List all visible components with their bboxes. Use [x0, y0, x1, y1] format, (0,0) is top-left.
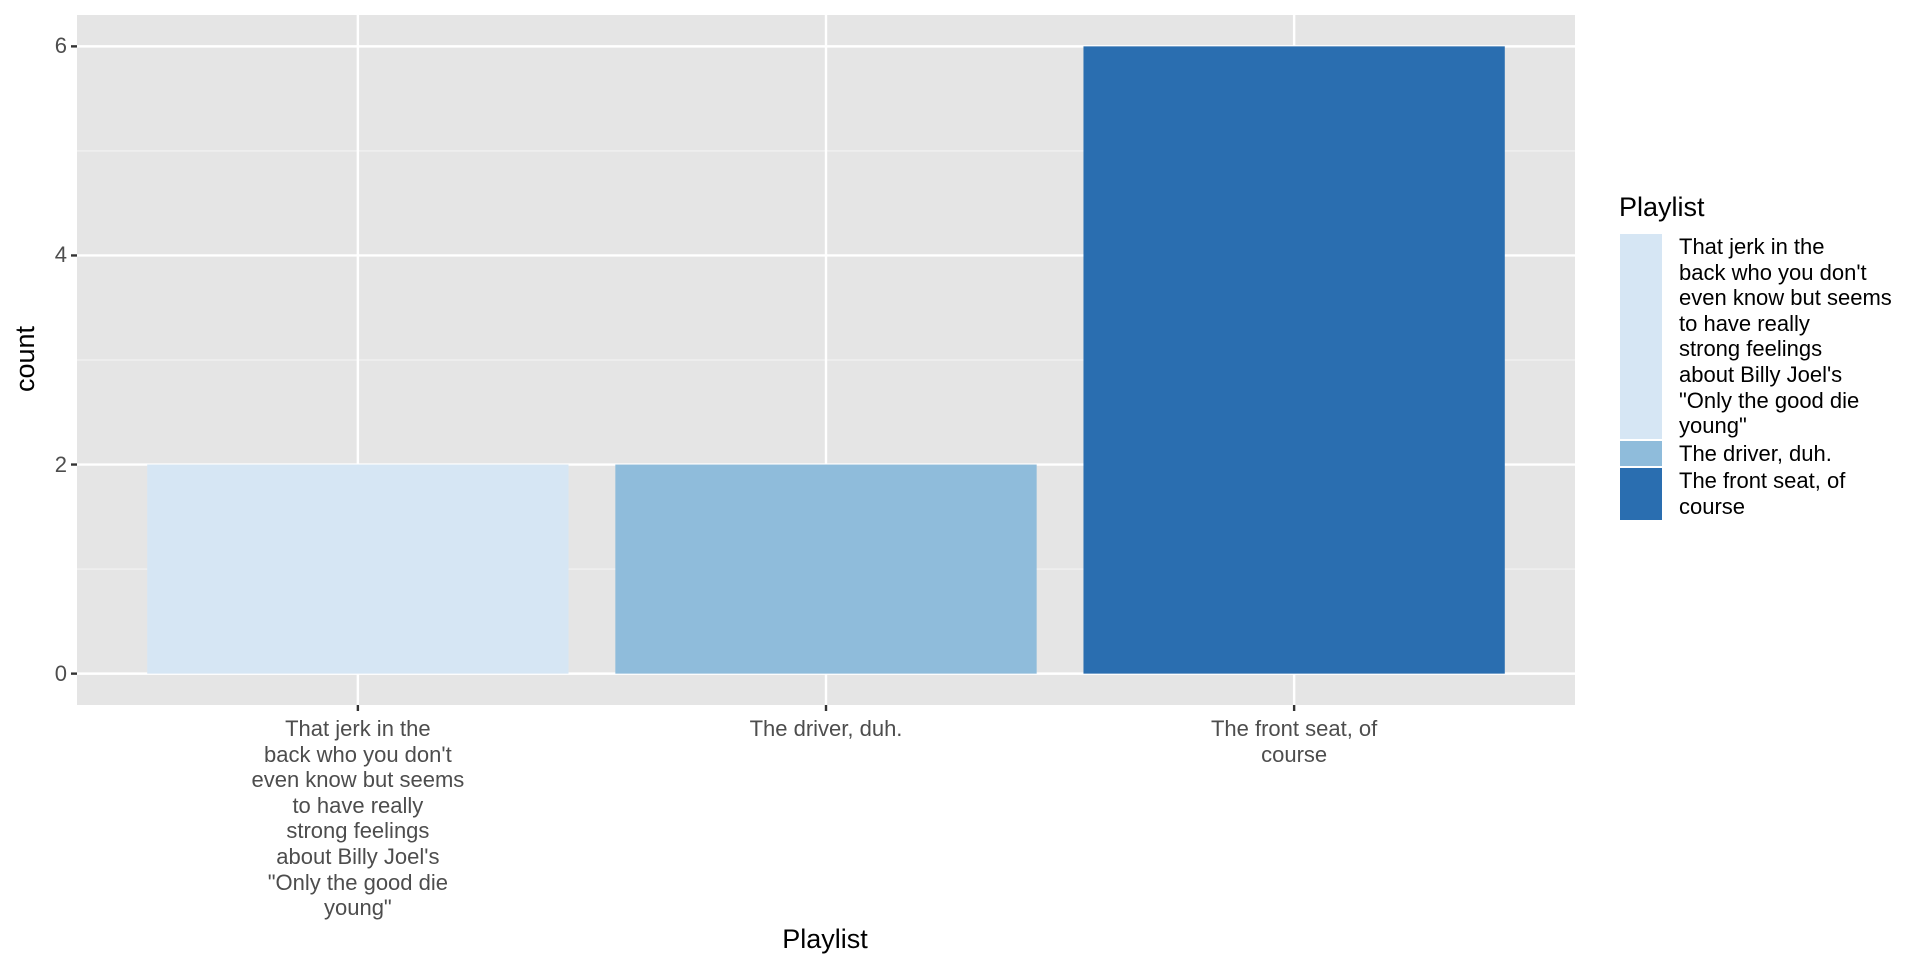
y-axis-title: count	[10, 325, 41, 393]
y-tick-label: 0	[54, 660, 67, 686]
x-axis-title: Playlist	[782, 924, 868, 955]
x-tick-label: The front seat, of course	[1210, 716, 1378, 767]
legend-key	[1619, 233, 1663, 440]
y-tick-label: 2	[54, 451, 67, 477]
legend-label: The front seat, of course	[1679, 468, 1846, 519]
y-tick-label: 4	[54, 242, 67, 268]
legend-entry: The driver, duh.	[1619, 439, 1892, 468]
bar	[1083, 46, 1505, 674]
legend-entry: The front seat, of course	[1619, 467, 1892, 521]
legend-title: Playlist	[1619, 192, 1705, 222]
bar	[147, 464, 569, 674]
legend-label: The driver, duh.	[1679, 440, 1832, 466]
legend-key	[1619, 467, 1663, 521]
legend-key	[1619, 439, 1663, 468]
legend: Playlist That jerk in the back who you d…	[1619, 192, 1892, 521]
x-tick-label: That jerk in the back who you don't even…	[251, 716, 465, 921]
legend-entry: That jerk in the back who you don't even…	[1619, 233, 1892, 440]
x-tick-label: The driver, duh.	[749, 716, 903, 741]
bar	[615, 464, 1037, 674]
legend-label: That jerk in the back who you don't even…	[1679, 234, 1892, 439]
y-tick-label: 6	[54, 33, 67, 59]
